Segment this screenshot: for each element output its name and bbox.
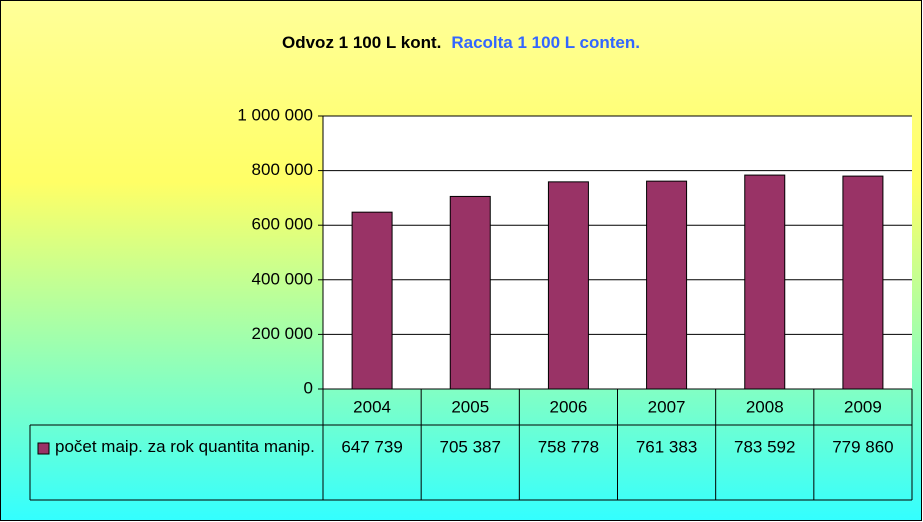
data-table-value: 761 383 (636, 437, 697, 456)
x-tick-label: 2007 (648, 397, 686, 416)
y-tick-label: 800 000 (252, 160, 313, 179)
data-table-value: 705 387 (440, 437, 501, 456)
chart-subtitle: Racolta 1 100 L conten. (451, 33, 640, 52)
chart-title-group: Odvoz 1 100 L kont. Racolta 1 100 L conte… (282, 33, 640, 52)
bar (646, 180, 688, 390)
bar (351, 211, 393, 390)
y-tick-label: 1 000 000 (237, 105, 313, 124)
legend-label: počet maip. za rok quantita manip. (55, 437, 315, 456)
bar (842, 175, 884, 390)
y-tick-label: 200 000 (252, 324, 313, 343)
legend-swatch (37, 442, 50, 455)
plot-area (323, 116, 912, 389)
x-tick-label: 2004 (353, 397, 391, 416)
data-table-value: 758 778 (538, 437, 599, 456)
data-table-value: 783 592 (734, 437, 795, 456)
x-tick-label: 2008 (746, 397, 784, 416)
bar (449, 195, 491, 390)
data-table-value: 647 739 (341, 437, 402, 456)
x-tick-label: 2009 (844, 397, 882, 416)
bar (744, 174, 786, 390)
y-tick-label: 400 000 (252, 269, 313, 288)
bar (547, 181, 589, 390)
x-tick-label: 2006 (550, 397, 588, 416)
data-table-value: 779 860 (832, 437, 893, 456)
y-tick-label: 0 (304, 378, 313, 397)
x-tick-label: 2005 (451, 397, 489, 416)
chart-title: Odvoz 1 100 L kont. (282, 33, 441, 52)
y-tick-label: 600 000 (252, 215, 313, 234)
